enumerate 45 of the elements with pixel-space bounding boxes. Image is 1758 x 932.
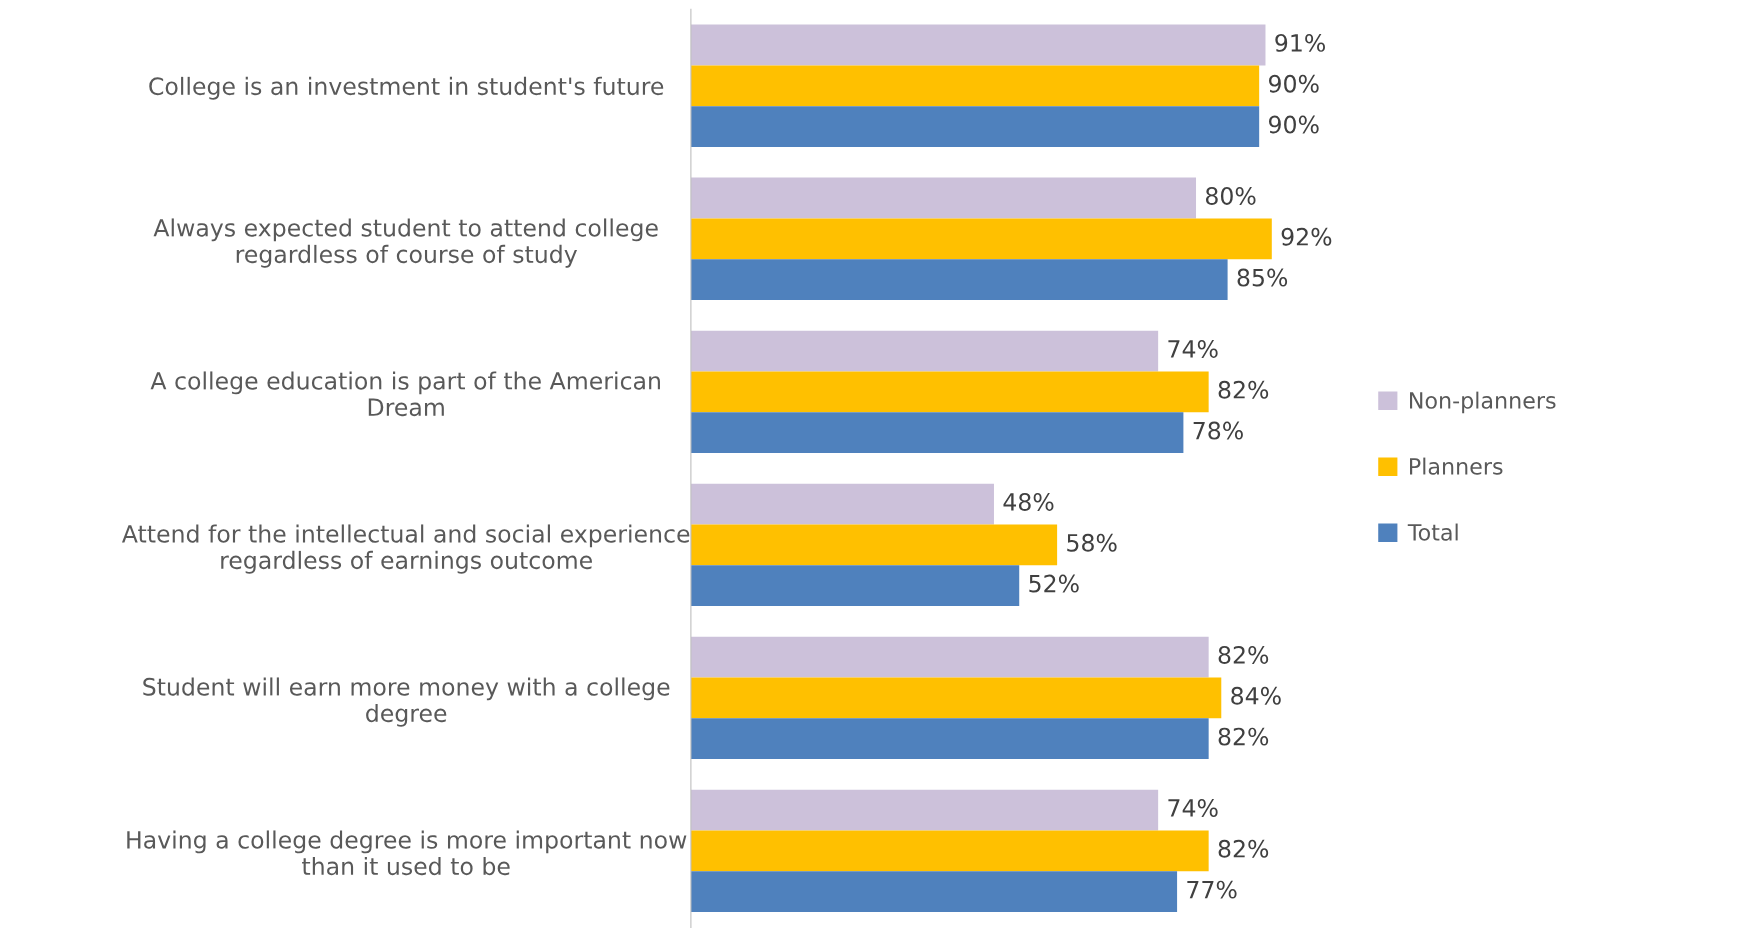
bar xyxy=(690,24,1266,66)
legend-label: Planners xyxy=(1410,457,1503,475)
data-label: 85% xyxy=(1237,268,1288,287)
bar xyxy=(690,412,1184,454)
bar xyxy=(690,636,1209,678)
data-label: 84% xyxy=(1231,686,1281,705)
data-label: 82% xyxy=(1218,839,1269,858)
bar xyxy=(690,830,1209,872)
bar xyxy=(690,218,1272,260)
data-label: 77% xyxy=(1187,880,1237,899)
bar xyxy=(690,565,1020,607)
bar xyxy=(690,177,1197,219)
bar xyxy=(690,259,1228,301)
bar xyxy=(690,871,1178,913)
bar xyxy=(690,677,1222,719)
data-label: 74% xyxy=(1168,799,1218,817)
bar xyxy=(690,65,1260,107)
data-label: 82% xyxy=(1218,727,1269,746)
data-label: 78% xyxy=(1193,421,1243,440)
data-label: 82% xyxy=(1218,380,1269,399)
y-tick-label: Attend for the intellectual and social experience regardless of earnings outcome xyxy=(121,524,690,574)
bar xyxy=(690,106,1260,148)
y-tick-label: Student will earn more money with a college degree xyxy=(143,677,670,727)
data-label: 82% xyxy=(1218,646,1269,664)
data-label: 58% xyxy=(1067,533,1117,552)
legend-label: Non-planners xyxy=(1410,391,1556,414)
data-label: 52% xyxy=(1029,574,1079,593)
data-label: 74% xyxy=(1168,340,1218,358)
data-label: 90% xyxy=(1268,74,1319,93)
data-label: 91% xyxy=(1275,34,1325,52)
data-label: 48% xyxy=(1003,493,1054,511)
bar xyxy=(690,483,994,525)
y-tick-label: Having a college degree is more important now than it used to be xyxy=(127,830,687,876)
bar xyxy=(690,789,1159,831)
data-label: 80% xyxy=(1205,187,1256,205)
bar xyxy=(690,371,1209,413)
bar xyxy=(690,524,1058,566)
y-tick-label: Always expected student to attend college regardless of course of study xyxy=(153,218,658,268)
data-label: 92% xyxy=(1281,227,1332,246)
y-tick-label: College is an investment in student's future xyxy=(149,76,664,100)
bar xyxy=(690,718,1209,760)
bar xyxy=(690,330,1159,372)
legend-label: Total xyxy=(1407,523,1458,541)
data-label: 90% xyxy=(1268,115,1319,134)
y-tick-label: A college education is part of the American Dream xyxy=(150,371,660,417)
